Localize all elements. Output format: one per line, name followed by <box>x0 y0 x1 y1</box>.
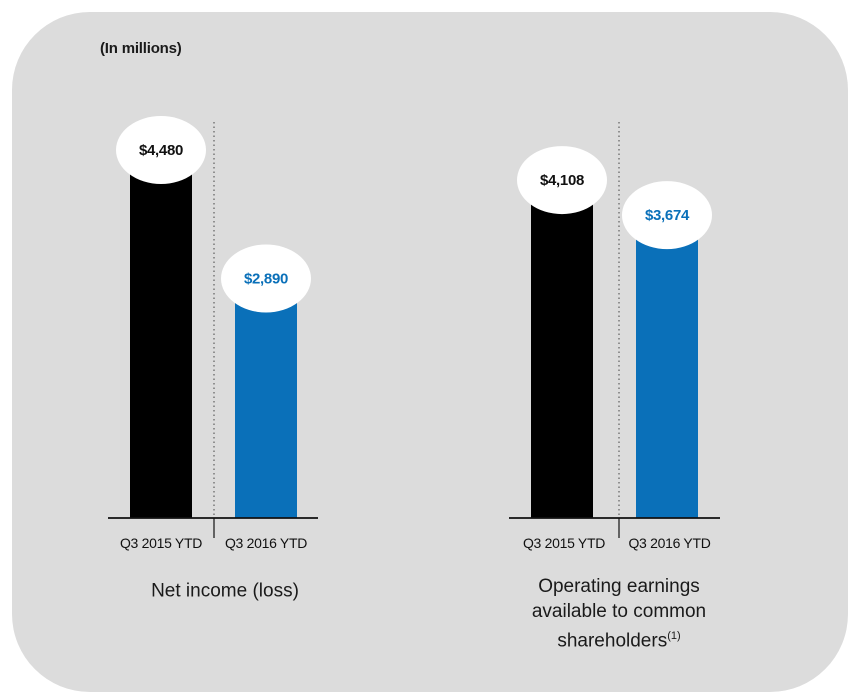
value-label: $3,674 <box>645 207 690 224</box>
value-label: $4,108 <box>540 172 584 189</box>
value-label: $2,890 <box>244 270 288 287</box>
category-label: Q3 2016 YTD <box>628 535 710 551</box>
group-title-text: Net income (loss) <box>151 580 299 602</box>
group-title-footnote: (1) <box>667 630 681 642</box>
bar-q3-2016 <box>235 284 297 518</box>
bar-q3-2016 <box>636 221 698 518</box>
value-bubble <box>517 146 607 215</box>
value-bubble <box>622 181 712 250</box>
group-title-net-income: Net income (loss) <box>105 574 345 603</box>
group-title-operating-earnings: Operating earnings available to common s… <box>519 574 719 653</box>
category-label: Q3 2016 YTD <box>225 535 307 551</box>
value-label: $4,480 <box>139 142 183 159</box>
value-bubble <box>221 244 311 313</box>
group-title-text: Operating earnings available to common s… <box>531 576 707 652</box>
category-label: Q3 2015 YTD <box>120 535 202 551</box>
units-label: (In millions) <box>100 40 182 57</box>
bar-q3-2015 <box>531 186 593 518</box>
bar-q3-2015 <box>130 156 192 519</box>
category-label: Q3 2015 YTD <box>523 535 605 551</box>
value-bubble <box>116 116 206 185</box>
